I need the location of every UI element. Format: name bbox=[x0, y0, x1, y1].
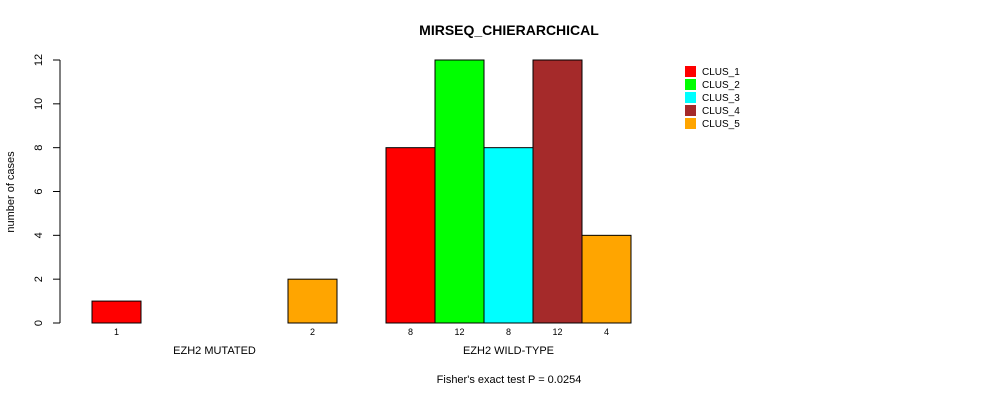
legend: CLUS_1 CLUS_2 CLUS_3 CLUS_4 CLUS_5 bbox=[685, 66, 740, 130]
y-axis-label: number of cases bbox=[5, 151, 17, 233]
y-tick-label: 0 bbox=[33, 320, 45, 326]
y-tick-label: 8 bbox=[33, 145, 45, 151]
footnote: Fisher's exact test P = 0.0254 bbox=[437, 374, 582, 386]
bar-clus_1 bbox=[91, 300, 142, 324]
bar-clus_5 bbox=[287, 278, 338, 324]
legend-label: CLUS_4 bbox=[702, 106, 740, 117]
bar-clus_5 bbox=[581, 234, 632, 324]
legend-label: CLUS_1 bbox=[702, 67, 740, 78]
bar-clus_1 bbox=[385, 147, 436, 324]
bar-value-label: 12 bbox=[454, 327, 464, 337]
legend-swatch-clus_3 bbox=[685, 92, 696, 103]
legend-swatch-clus_2 bbox=[685, 79, 696, 90]
legend-swatch-clus_5 bbox=[685, 118, 696, 129]
bar-value-label: 4 bbox=[604, 327, 609, 337]
y-tick-label: 2 bbox=[33, 276, 45, 282]
y-tick-label: 6 bbox=[33, 188, 45, 194]
legend-label: CLUS_3 bbox=[702, 93, 740, 104]
y-axis: 0 2 4 6 8 10 12 bbox=[33, 54, 61, 326]
bar-clus_4 bbox=[532, 59, 583, 324]
bar-value-label: 12 bbox=[552, 327, 562, 337]
bar-value-label: 8 bbox=[408, 327, 413, 337]
legend-swatch-clus_1 bbox=[685, 66, 696, 77]
bar-value-label: 2 bbox=[310, 327, 315, 337]
category-label: EZH2 WILD-TYPE bbox=[463, 345, 554, 357]
y-tick-label: 10 bbox=[33, 98, 45, 110]
bar-value-label: 8 bbox=[506, 327, 511, 337]
legend-label: CLUS_5 bbox=[702, 119, 740, 130]
legend-swatch-clus_4 bbox=[685, 105, 696, 116]
chart-title: MIRSEQ_CHIERARCHICAL bbox=[419, 22, 599, 38]
bars-group bbox=[91, 59, 632, 324]
legend-label: CLUS_2 bbox=[702, 80, 740, 91]
y-tick-label: 4 bbox=[33, 232, 45, 238]
bar-clus_2 bbox=[434, 59, 485, 324]
category-label: EZH2 MUTATED bbox=[173, 345, 256, 357]
bar-value-label: 1 bbox=[114, 327, 119, 337]
bar-clus_3 bbox=[483, 147, 534, 324]
y-tick-label: 12 bbox=[33, 54, 45, 66]
